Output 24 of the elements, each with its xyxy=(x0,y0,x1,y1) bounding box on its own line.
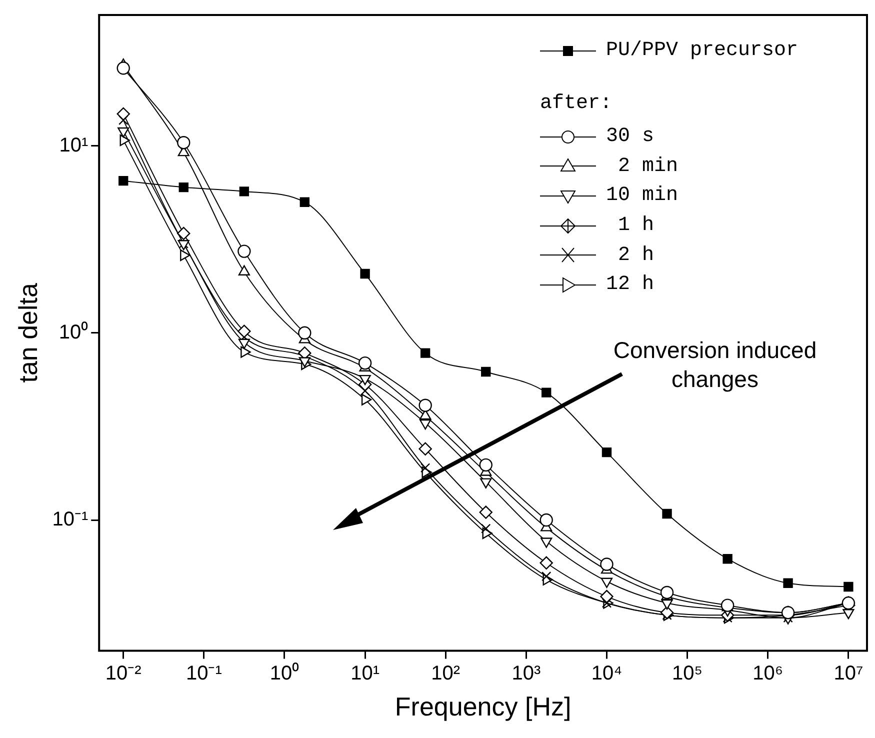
legend-label: 30 s xyxy=(606,125,654,148)
legend-label: 10 min xyxy=(606,184,678,208)
annotation: Conversion induced changes xyxy=(612,336,818,394)
x-tick-label: 10² xyxy=(431,662,460,684)
x-tick-label: 10⁰ xyxy=(270,661,300,684)
y-tick-label: 10¹ xyxy=(59,134,88,156)
x-tick-label: 10⁵ xyxy=(672,662,703,684)
legend-label: 1 h xyxy=(617,214,654,238)
legend-label: 12 h xyxy=(606,273,654,296)
x-tick-label: 10⁶ xyxy=(752,662,784,684)
y-tick-label: 10⁻¹ xyxy=(52,508,88,531)
x-tick-label: 10⁻² xyxy=(105,662,142,684)
legend-label: 2 min xyxy=(617,154,678,178)
x-tick-label: 10³ xyxy=(512,662,541,684)
x-tick-label: 10¹ xyxy=(350,662,380,684)
y-tick-label: 10⁰ xyxy=(58,320,88,344)
y-axis-title: tan delta xyxy=(12,282,43,383)
legend-label: 2 h xyxy=(617,244,654,267)
x-axis-title: Frequency [Hz] xyxy=(394,692,572,722)
legend-label: PU/PPV precursor xyxy=(606,39,798,62)
legend-title: after: xyxy=(540,92,614,117)
x-tick-label: 10⁻¹ xyxy=(186,662,222,684)
x-tick-label: 10⁴ xyxy=(591,662,622,684)
x-tick-label: 10⁷ xyxy=(834,662,864,684)
